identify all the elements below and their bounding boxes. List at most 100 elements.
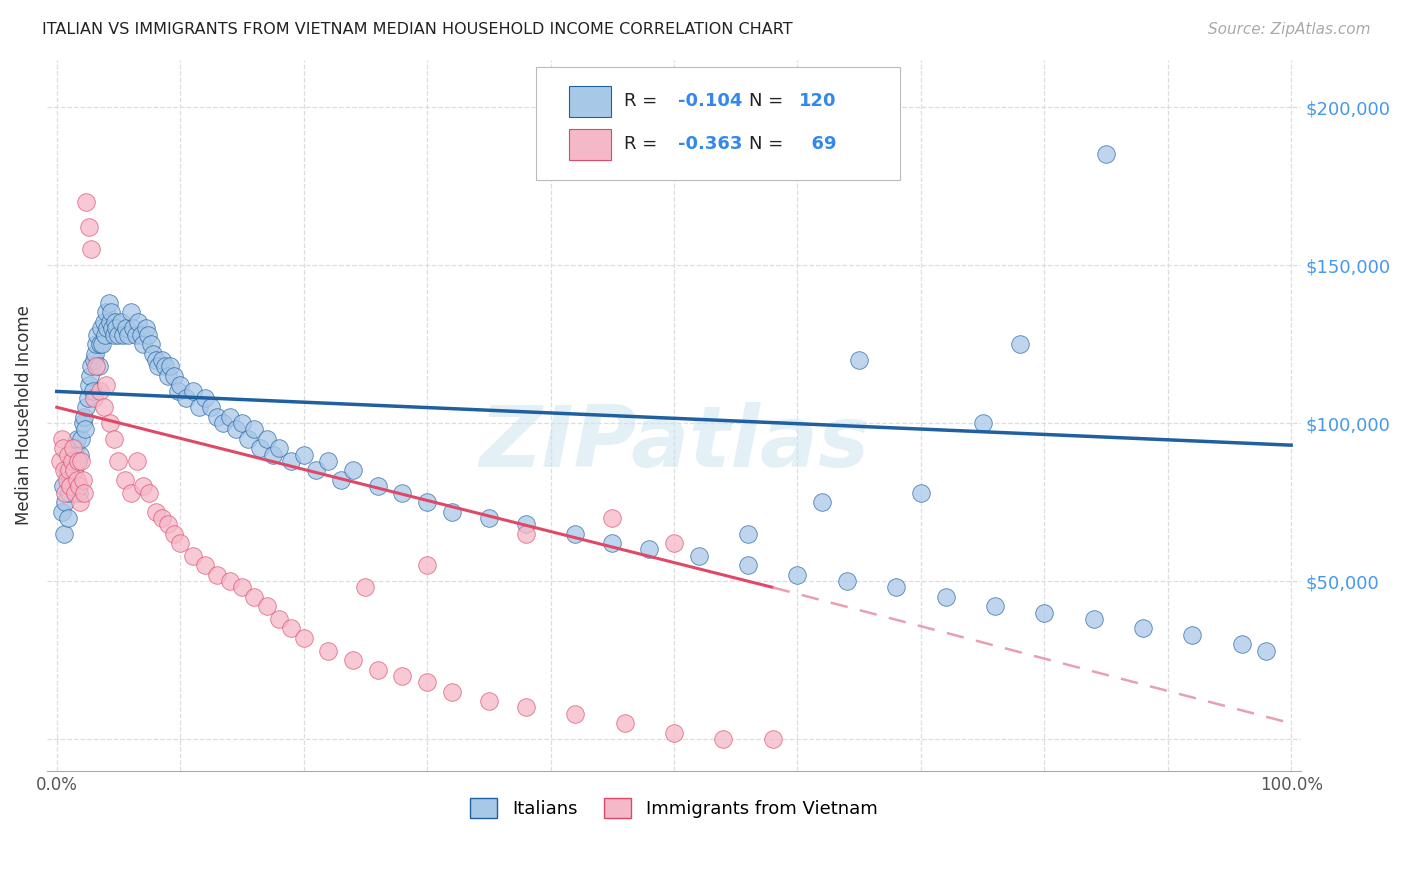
Point [83, 391, 105, 405]
Point [267, 612, 290, 626]
Point [55, 473, 77, 487]
Point [200, 401, 222, 415]
Point [342, 653, 364, 667]
Point [613, 716, 636, 731]
Point [478, 694, 501, 708]
Point [77, 378, 100, 392]
Text: 120: 120 [800, 93, 837, 111]
Point [972, 416, 994, 430]
Point [56, 448, 79, 462]
Text: N =: N = [749, 136, 789, 153]
Point [150, 352, 173, 367]
Point [136, 327, 159, 342]
Point [91, 337, 114, 351]
Point [89, 337, 111, 351]
Point [89, 384, 111, 399]
Text: -0.104: -0.104 [678, 93, 742, 111]
Point [515, 517, 537, 532]
Point [94, 378, 117, 392]
Point [101, 321, 124, 335]
Point [515, 700, 537, 714]
Point [80, 359, 103, 373]
Point [166, 384, 188, 399]
Point [218, 574, 240, 588]
Point [1033, 606, 1056, 620]
Point [70, 432, 93, 446]
Point [114, 473, 136, 487]
Point [225, 422, 247, 436]
Point [329, 473, 352, 487]
Point [145, 352, 167, 367]
Point [662, 725, 685, 739]
Point [478, 511, 501, 525]
Point [73, 409, 96, 424]
Point [60, 454, 83, 468]
Point [84, 359, 107, 373]
Point [104, 315, 127, 329]
Point [138, 485, 160, 500]
Point [194, 558, 217, 573]
Point [169, 536, 191, 550]
Text: N =: N = [749, 93, 789, 111]
Point [63, 463, 86, 477]
Point [93, 401, 115, 415]
Point [75, 401, 97, 415]
Point [786, 567, 808, 582]
Point [187, 401, 209, 415]
Point [84, 337, 107, 351]
Point [934, 590, 956, 604]
Point [82, 384, 104, 399]
Point [280, 454, 302, 468]
Y-axis label: Median Household Income: Median Household Income [15, 305, 32, 525]
Point [58, 485, 80, 500]
Point [66, 454, 89, 468]
Point [96, 321, 118, 335]
Point [564, 526, 586, 541]
Point [83, 352, 105, 367]
Point [129, 327, 152, 342]
FancyBboxPatch shape [568, 86, 612, 117]
Text: 69: 69 [800, 136, 837, 153]
Point [132, 479, 155, 493]
Point [146, 359, 169, 373]
Point [125, 327, 148, 342]
Point [75, 194, 97, 209]
Point [150, 511, 173, 525]
Point [122, 321, 145, 335]
Point [65, 432, 87, 446]
Point [97, 296, 120, 310]
Legend: Italians, Immigrants from Vietnam: Italians, Immigrants from Vietnam [463, 790, 884, 826]
Point [354, 581, 377, 595]
Point [110, 315, 132, 329]
Point [100, 305, 122, 319]
Point [112, 327, 135, 342]
Point [762, 732, 785, 747]
Point [391, 669, 413, 683]
Point [367, 479, 389, 493]
Point [236, 432, 259, 446]
Point [65, 485, 87, 500]
Text: -0.363: -0.363 [678, 136, 742, 153]
Point [76, 391, 98, 405]
Point [156, 368, 179, 383]
Point [342, 463, 364, 477]
Point [243, 422, 266, 436]
Text: R =: R = [624, 136, 662, 153]
FancyBboxPatch shape [568, 128, 612, 160]
Point [55, 485, 77, 500]
Point [87, 359, 110, 373]
Point [115, 321, 138, 335]
Point [440, 504, 463, 518]
Point [305, 463, 328, 477]
Point [86, 327, 108, 342]
Point [181, 384, 204, 399]
Point [256, 599, 278, 614]
Point [67, 485, 90, 500]
Point [318, 643, 340, 657]
Point [811, 495, 834, 509]
Point [231, 581, 253, 595]
Point [55, 463, 77, 477]
Point [884, 581, 907, 595]
Point [688, 549, 710, 563]
Point [62, 442, 84, 456]
